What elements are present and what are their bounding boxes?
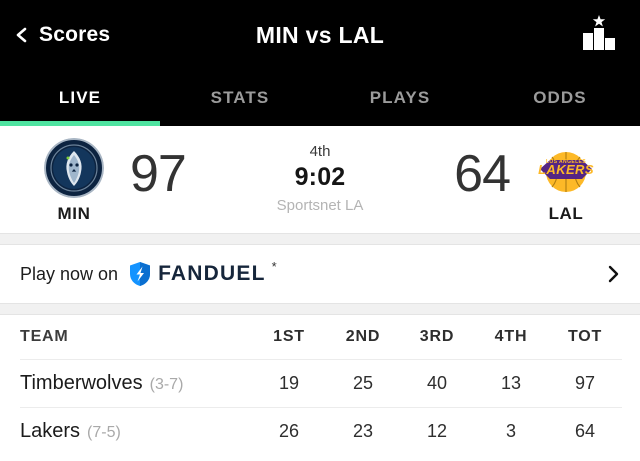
row-team-name: Timberwolves [20, 372, 143, 394]
podium-star-icon[interactable] [576, 14, 622, 54]
row-team-record: (7-5) [87, 424, 121, 441]
broadcast-network: Sportsnet LA [276, 197, 364, 214]
home-team-block: 64 LAKERS LOS ANGELES LAL [454, 126, 596, 233]
svg-text:LOS ANGELES: LOS ANGELES [546, 159, 586, 165]
back-button-label: Scores [39, 23, 111, 46]
fanduel-shield-icon [128, 261, 152, 287]
row-q4: 13 [500, 373, 522, 393]
row-team-record: (3-7) [149, 376, 184, 393]
game-state: 4th 9:02 Sportsnet LA [0, 126, 640, 233]
row-team-cell: Lakers (7-5) [20, 420, 252, 443]
row-q4: 3 [505, 421, 516, 441]
fanduel-wordmark: FANDUEL [158, 262, 266, 285]
row-total: 64 [574, 421, 596, 441]
tab-live[interactable]: LIVE [0, 70, 160, 126]
chevron-left-icon [14, 27, 30, 43]
section-divider-top [0, 233, 640, 245]
section-divider-bottom [0, 303, 640, 315]
table-row[interactable]: Timberwolves (3-7) 19 25 40 13 97 [20, 359, 622, 407]
column-header-4th: 4TH [494, 328, 528, 345]
column-header-tot: TOT [567, 328, 603, 345]
tab-stats-label: STATS [210, 88, 270, 107]
scoreboard: MIN 97 4th 9:02 Sportsnet LA 64 LAKER [0, 126, 640, 233]
tab-live-label: LIVE [58, 88, 102, 107]
row-q3: 40 [426, 373, 448, 393]
column-header-3rd: 3RD [419, 328, 455, 345]
column-header-2nd: 2ND [345, 328, 381, 345]
column-header-team: TEAM [20, 328, 69, 345]
row-team-cell: Timberwolves (3-7) [20, 372, 252, 395]
away-team-identity: MIN [44, 126, 104, 233]
away-team-abbr: MIN [57, 203, 91, 223]
promo-label: Play now on [20, 263, 119, 284]
game-period: 4th [309, 143, 331, 160]
timberwolves-logo-icon [44, 137, 104, 198]
back-button[interactable]: Scores [14, 23, 110, 47]
away-team-score: 97 [130, 144, 187, 203]
chevron-right-icon[interactable] [604, 265, 622, 283]
row-q3: 12 [426, 421, 448, 441]
lakers-logo-icon: LAKERS LOS ANGELES [536, 138, 596, 198]
active-tab-indicator [0, 121, 160, 126]
tab-bar: LIVE STATS PLAYS ODDS [0, 70, 640, 126]
column-header-1st: 1ST [273, 328, 305, 345]
fanduel-logo: FANDUEL [128, 261, 266, 287]
row-q2: 25 [352, 373, 374, 393]
boxscore-table: TEAM 1ST 2ND 3RD 4TH TOT Timberwolves (3… [0, 315, 640, 455]
row-total: 97 [574, 373, 596, 393]
home-team-abbr: LAL [548, 203, 584, 223]
tab-stats[interactable]: STATS [160, 70, 320, 126]
promo-asterisk: * [271, 259, 277, 274]
row-q1: 26 [278, 421, 300, 441]
away-team-block: MIN 97 [44, 126, 187, 233]
row-team-name: Lakers [20, 420, 81, 442]
tab-plays-label: PLAYS [369, 88, 431, 107]
tab-odds[interactable]: ODDS [480, 70, 640, 126]
home-team-identity: LAKERS LOS ANGELES LAL [536, 126, 596, 233]
svg-text:LAKERS: LAKERS [538, 162, 594, 177]
fanduel-promo-row[interactable]: Play now on FANDUEL * [0, 245, 640, 303]
home-team-score: 64 [454, 144, 511, 203]
page-title: MIN vs LAL [255, 21, 385, 48]
game-clock: 9:02 [294, 163, 346, 191]
row-q2: 23 [352, 421, 374, 441]
boxscore-header-row: TEAM 1ST 2ND 3RD 4TH TOT [20, 315, 622, 359]
navbar: Scores MIN vs LAL [0, 0, 640, 70]
table-row[interactable]: Lakers (7-5) 26 23 12 3 64 [20, 407, 622, 455]
row-q1: 19 [278, 373, 300, 393]
tab-plays[interactable]: PLAYS [320, 70, 480, 126]
tab-odds-label: ODDS [533, 88, 587, 107]
